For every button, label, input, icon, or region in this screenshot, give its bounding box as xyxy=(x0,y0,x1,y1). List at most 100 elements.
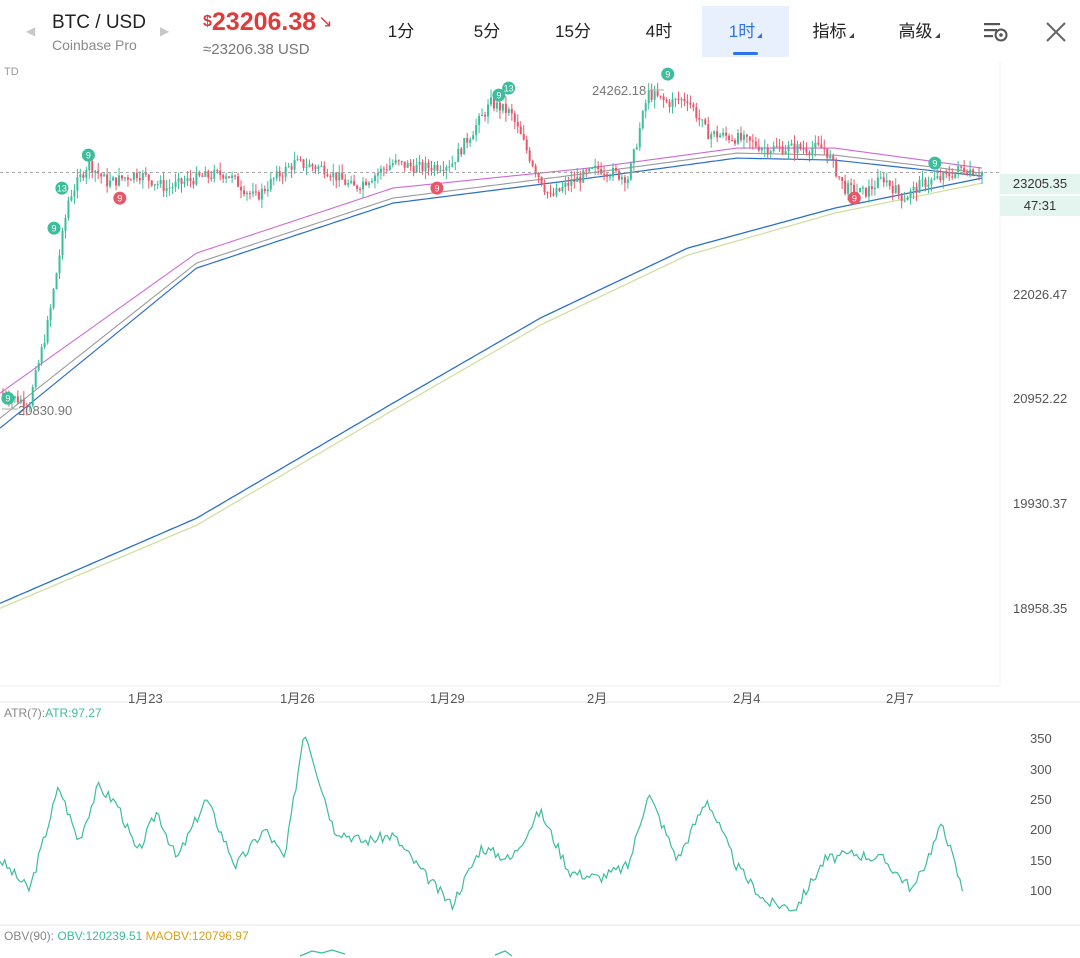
candle-body xyxy=(668,101,671,107)
tab-1min[interactable]: 1分 xyxy=(358,6,444,57)
atr-label: ATR(7): xyxy=(4,706,46,720)
candle-body xyxy=(701,119,704,121)
candle-body xyxy=(138,178,141,181)
candle-body xyxy=(76,177,79,191)
candle-body xyxy=(487,104,490,117)
candle-body xyxy=(469,139,472,143)
y-axis-label: 22026.47 xyxy=(1013,287,1068,302)
candle-body xyxy=(832,155,835,160)
candle-body xyxy=(365,181,368,186)
candle-body xyxy=(606,174,609,177)
candle-body xyxy=(850,183,853,185)
candle-body xyxy=(132,172,135,180)
candle-body xyxy=(728,135,731,141)
tab-15min[interactable]: 15分 xyxy=(530,6,616,57)
price-value: 23206.38 xyxy=(211,8,317,36)
candle-body xyxy=(734,140,737,144)
candle-body xyxy=(736,133,739,144)
chart-settings-icon[interactable] xyxy=(982,20,1010,49)
atr-y-label: 250 xyxy=(1030,792,1052,807)
candle-body xyxy=(248,192,251,194)
tab-indicators[interactable]: 指标 xyxy=(790,6,876,57)
candle-body xyxy=(603,173,606,175)
symbol-title: BTC / USD xyxy=(52,12,146,33)
candle-body xyxy=(272,178,275,180)
candle-body xyxy=(314,166,317,169)
candle-body xyxy=(513,113,516,122)
candle-body xyxy=(370,181,373,183)
arrow-down-right-icon: ↘ xyxy=(318,12,333,31)
candle-body xyxy=(903,200,906,202)
candle-body xyxy=(772,146,775,152)
atr-y-label: 350 xyxy=(1030,731,1052,746)
candle-body xyxy=(100,173,103,177)
candle-body xyxy=(67,200,70,219)
candle-body xyxy=(269,178,272,190)
candle-body xyxy=(213,170,216,179)
candle-body xyxy=(492,97,495,109)
candle-body xyxy=(359,188,362,190)
candle-body xyxy=(293,160,296,170)
td-marker xyxy=(847,191,861,205)
candle-body xyxy=(942,172,945,181)
candle-body xyxy=(341,172,344,180)
candle-body xyxy=(481,114,484,116)
candle-body xyxy=(531,160,534,167)
chevron-right-icon[interactable]: ▶ xyxy=(160,24,170,38)
candle-body xyxy=(725,132,728,136)
candle-body xyxy=(847,183,850,194)
ma-pink-line xyxy=(0,147,983,394)
candle-body xyxy=(838,176,841,178)
candle-body xyxy=(335,172,338,181)
candle-body xyxy=(34,370,37,387)
candle-body xyxy=(356,185,359,189)
candle-body xyxy=(73,190,76,197)
candle-body xyxy=(204,171,207,177)
candle-body xyxy=(165,187,168,192)
td-marker xyxy=(113,191,127,205)
candle-body xyxy=(975,174,978,176)
chevron-left-icon[interactable]: ◀ xyxy=(26,24,36,38)
candle-body xyxy=(79,174,82,178)
candle-body xyxy=(650,90,653,100)
candle-body xyxy=(510,109,513,114)
candle-body xyxy=(25,406,28,408)
candle-body xyxy=(567,182,570,186)
close-icon[interactable] xyxy=(1044,20,1068,49)
candle-body xyxy=(739,133,742,140)
candle-body xyxy=(689,102,692,105)
candle-body xyxy=(516,121,519,127)
candle-body xyxy=(311,164,314,167)
candle-body xyxy=(225,176,228,179)
candle-body xyxy=(686,101,689,103)
candle-body xyxy=(713,131,716,135)
candle-body xyxy=(332,172,335,178)
tab-4h[interactable]: 4时 xyxy=(616,6,702,57)
candle-body xyxy=(320,165,323,167)
candle-body xyxy=(150,180,153,186)
candle-body xyxy=(948,173,951,177)
candle-body xyxy=(918,180,921,193)
candle-body xyxy=(540,177,543,186)
atr-y-label: 150 xyxy=(1030,853,1052,868)
x-axis-label: 1月29 xyxy=(430,691,465,706)
symbol-selector[interactable]: ◀ BTC / USD Coinbase Pro ▶ xyxy=(22,6,177,58)
last-price: $23206.38 ↘ xyxy=(203,8,332,37)
candle-body xyxy=(415,164,418,173)
candle-body xyxy=(1,393,4,395)
candle-body xyxy=(445,167,448,171)
candle-body xyxy=(302,159,305,168)
td-marker-label: 13 xyxy=(57,184,67,194)
x-axis-label: 1月26 xyxy=(280,691,315,706)
tab-advanced[interactable]: 高级 xyxy=(876,6,962,57)
tab-5min[interactable]: 5分 xyxy=(444,6,530,57)
candle-body xyxy=(275,171,278,179)
tab-1h[interactable]: 1时 xyxy=(702,6,789,57)
td-marker xyxy=(928,156,942,170)
candle-body xyxy=(406,162,409,168)
candle-body xyxy=(960,166,963,168)
candle-body xyxy=(463,138,466,155)
candle-body xyxy=(112,177,115,181)
candle-body xyxy=(659,95,662,97)
